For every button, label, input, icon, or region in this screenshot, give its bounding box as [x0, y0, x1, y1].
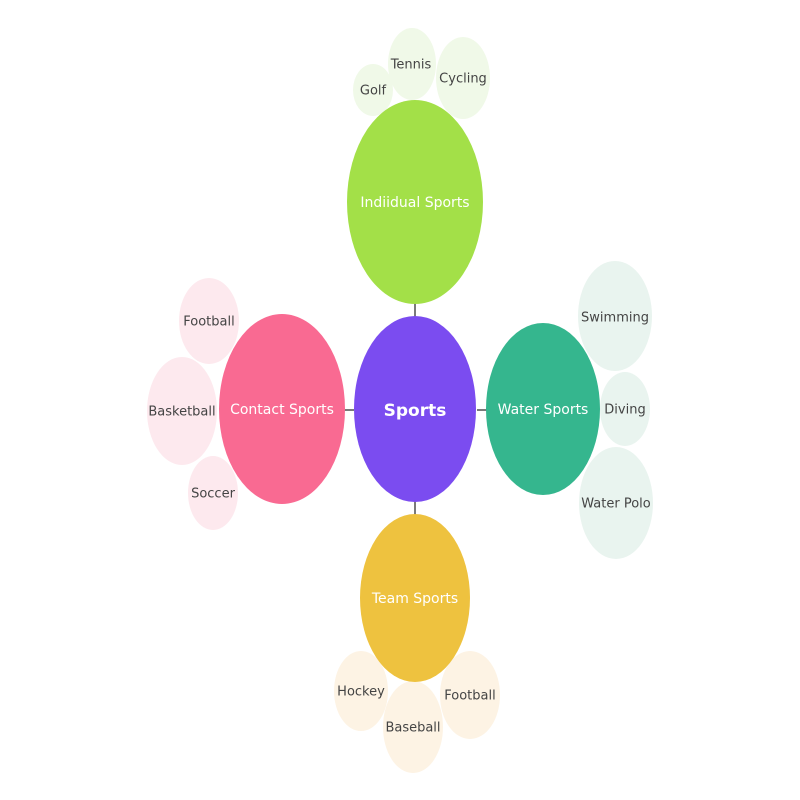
- individual-leaves: Golf Tennis Cycling: [353, 28, 490, 119]
- leaf-bubble[interactable]: [440, 651, 500, 739]
- leaf-bubble[interactable]: [353, 64, 393, 116]
- leaf-bubble[interactable]: [578, 261, 652, 371]
- leaf-label-diving: Diving: [604, 403, 645, 418]
- leaf-label-tennis: Tennis: [390, 58, 432, 73]
- center-label: Sports: [384, 401, 447, 421]
- leaf-bubble[interactable]: [600, 372, 650, 446]
- category-label-individual: Indiidual Sports: [360, 195, 469, 211]
- contact-leaves: Football Basketball Soccer: [147, 278, 239, 530]
- leaf-label-baseball: Baseball: [385, 721, 440, 736]
- leaf-label-basketball: Basketball: [148, 405, 215, 420]
- water-leaves: Swimming Diving Water Polo: [578, 261, 653, 559]
- leaf-label-golf: Golf: [360, 84, 387, 99]
- category-label-contact: Contact Sports: [230, 402, 334, 418]
- leaf-bubble[interactable]: [334, 651, 388, 731]
- leaf-label-football-contact: Football: [183, 315, 234, 330]
- leaf-bubble[interactable]: [436, 37, 490, 119]
- category-bubble-team[interactable]: [360, 514, 470, 682]
- team-leaves: Hockey Baseball Football: [334, 651, 500, 773]
- leaf-label-football-team: Football: [444, 689, 495, 704]
- leaf-bubble[interactable]: [188, 456, 238, 530]
- center-bubble[interactable]: [354, 316, 476, 502]
- leaf-bubble[interactable]: [579, 447, 653, 559]
- leaf-label-water-polo: Water Polo: [581, 497, 651, 512]
- leaf-bubble[interactable]: [383, 681, 443, 773]
- category-bubble-water[interactable]: [486, 323, 600, 495]
- center-node: Sports: [354, 316, 476, 502]
- category-label-water: Water Sports: [498, 402, 589, 418]
- category-label-team: Team Sports: [371, 591, 458, 607]
- leaf-label-cycling: Cycling: [439, 72, 487, 87]
- category-bubbles: Indiidual Sports Water Sports Team Sport…: [219, 100, 600, 682]
- leaf-bubble[interactable]: [388, 28, 436, 100]
- leaf-bubble[interactable]: [147, 357, 217, 465]
- leaf-label-hockey: Hockey: [337, 685, 385, 700]
- category-bubble-individual[interactable]: [347, 100, 483, 304]
- leaf-label-soccer: Soccer: [191, 487, 235, 502]
- category-bubble-contact[interactable]: [219, 314, 345, 504]
- leaf-bubble[interactable]: [179, 278, 239, 364]
- leaf-label-swimming: Swimming: [581, 311, 649, 326]
